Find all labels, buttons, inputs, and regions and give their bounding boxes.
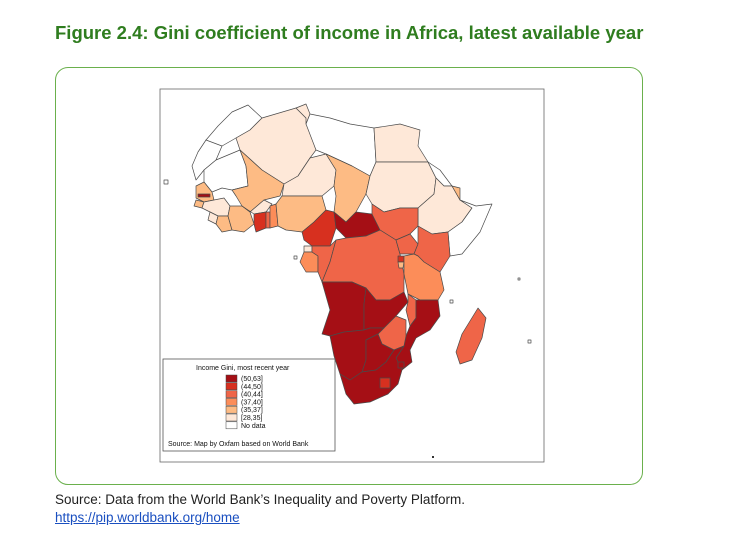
legend-label: No data (241, 423, 266, 430)
source-text: Source: Data from the World Bank’s Inequ… (55, 492, 465, 507)
legend-label: (37,40] (241, 399, 263, 406)
legend-label: (50,63] (241, 376, 263, 383)
country-burundi (397, 261, 405, 269)
legend-swatch (225, 398, 238, 406)
legend-swatch (225, 413, 238, 422)
country-cote-divoire (227, 205, 255, 233)
legend-label: (44,50] (241, 384, 263, 391)
country-tanzania (403, 253, 445, 301)
country-lesotho (379, 377, 391, 389)
country-gambia (197, 193, 211, 198)
country-seychelles (517, 277, 521, 281)
legend-swatch (225, 421, 238, 430)
figure-frame (55, 67, 643, 485)
source-link[interactable]: https://pip.worldbank.org/home (55, 510, 240, 525)
country-western-sahara (191, 139, 223, 181)
country-eswatini (397, 361, 405, 369)
small-island-dot (432, 456, 434, 458)
country-south-africa (339, 345, 405, 405)
country-rwanda (397, 255, 405, 263)
country-somalia (447, 199, 493, 257)
legend-source-note: Source: Map by Oxfam based on World Bank (168, 441, 309, 448)
country-cabo-verde (163, 179, 169, 185)
country-equatorial-guinea (303, 245, 313, 253)
legend-label: [28,35] (241, 415, 262, 422)
country-ghana (253, 211, 267, 233)
country-sao-tome (293, 255, 298, 260)
country-togo (265, 211, 271, 229)
country-madagascar (455, 307, 487, 365)
country-mauritius (527, 339, 532, 344)
legend-label: (35,37] (241, 407, 263, 414)
source-note: Source: Data from the World Bank’s Inequ… (55, 491, 465, 527)
map-legend: Income Gini, most recent year (50,63](44… (162, 358, 336, 452)
legend-label: (40,44] (241, 392, 263, 399)
legend-swatch (225, 382, 238, 391)
legend-swatch (225, 390, 238, 398)
legend-title: Income Gini, most recent year (196, 365, 290, 372)
country-djibouti (451, 185, 461, 201)
legend-swatch (225, 405, 238, 414)
country-morocco (205, 104, 263, 153)
country-comoros (449, 299, 454, 304)
legend-swatch (225, 374, 238, 383)
figure-title: Figure 2.4: Gini coefficient of income i… (55, 22, 644, 43)
country-south-sudan (371, 203, 419, 241)
